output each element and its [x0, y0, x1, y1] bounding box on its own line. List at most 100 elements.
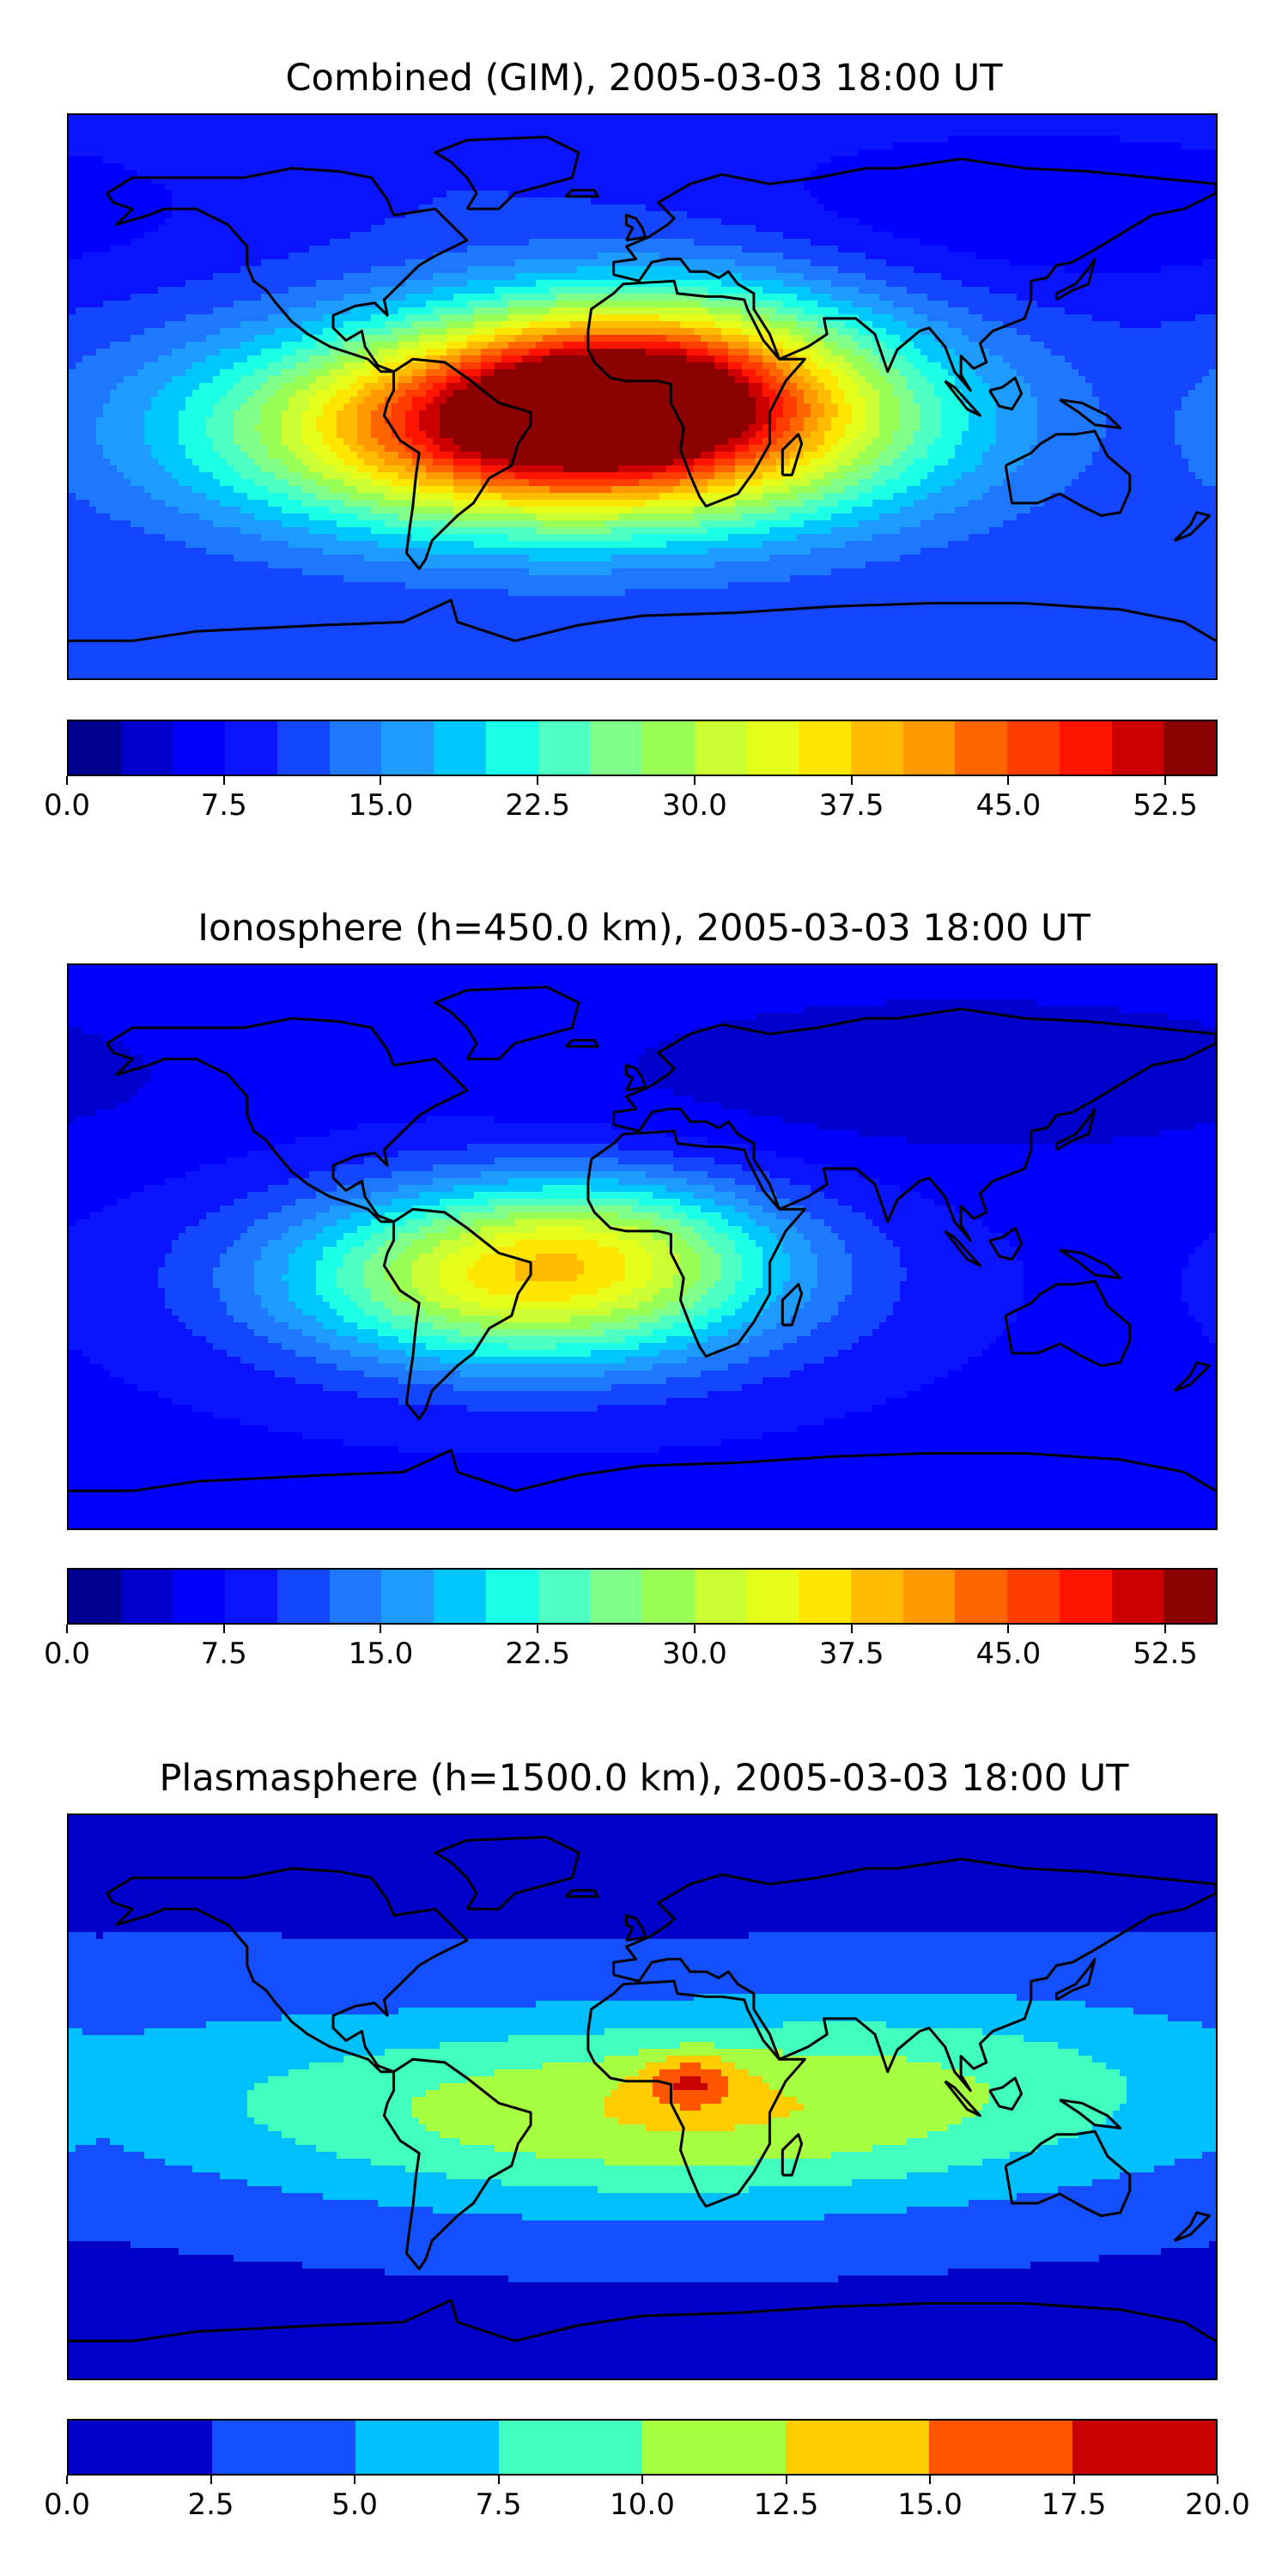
contour-fill	[69, 965, 1216, 1528]
coastline-madagascar	[781, 1283, 804, 1327]
map-svg	[69, 115, 1216, 678]
colorbar-tick	[537, 1625, 539, 1633]
coastline-africa	[586, 1129, 806, 1358]
coastline-antarctica	[69, 2299, 1216, 2342]
colorbar-tick-label: 30.0	[662, 1637, 727, 1671]
colorbar-segment	[499, 2421, 642, 2474]
panel-title-combined: Combined (GIM), 2005-03-03 18:00 UT	[0, 57, 1288, 100]
coastline-australia	[1004, 1279, 1132, 1367]
colorbar-tick	[641, 2476, 643, 2484]
colorbar-tick	[1217, 2476, 1218, 2484]
colorbar-segment	[225, 721, 277, 775]
colorbar-segment	[329, 1570, 382, 1623]
colorbar-segment	[276, 1570, 330, 1623]
colorbar-tick	[1007, 1625, 1010, 1633]
colorbar-segment	[538, 721, 591, 775]
colorbar-segment	[120, 1570, 173, 1623]
colorbar-tick	[1072, 2476, 1075, 2484]
colorbar-segment	[694, 1570, 747, 1623]
colorbar-segment	[1163, 721, 1217, 775]
map-svg	[69, 965, 1216, 1528]
colorbar-tick-label: 7.5	[201, 1637, 247, 1671]
colorbar-segment	[434, 1570, 486, 1623]
colorbar-tick	[693, 1625, 696, 1633]
coastline-madagascar	[781, 433, 804, 477]
colorbar-tick	[222, 1625, 225, 1633]
colorbar-segment	[381, 1570, 434, 1623]
coastline-new-guinea	[1059, 1249, 1122, 1279]
colorbar-segment	[955, 1570, 1008, 1623]
coastline-japan	[1054, 258, 1097, 301]
colorbar-tick-label: 22.5	[505, 1637, 570, 1671]
colorbar-segment	[929, 2421, 1072, 2474]
colorbar-segment	[746, 721, 799, 775]
colorbar-segment	[485, 1570, 538, 1623]
colorbar-tick-label: 10.0	[610, 2488, 675, 2522]
panel-title-ionosphere: Ionosphere (h=450.0 km), 2005-03-03 18:0…	[0, 907, 1288, 950]
colorbar-segment	[642, 721, 695, 775]
colorbar-segment	[1059, 721, 1112, 775]
colorbar-segment	[851, 1570, 903, 1623]
colorbar-tick-label: 15.0	[349, 788, 414, 823]
coastline-great-britain	[624, 1914, 647, 1942]
coastline-borneo	[988, 2076, 1024, 2111]
coastline-new-guinea	[1059, 2099, 1122, 2129]
coastline-borneo	[988, 1226, 1024, 1261]
coastline-iceland	[564, 1039, 599, 1048]
coastline-africa	[586, 1979, 806, 2208]
colorbar-tick	[66, 776, 68, 785]
coastline-sumatra	[944, 1230, 981, 1267]
coastline-iceland	[564, 1889, 599, 1899]
coastline-new-zealand	[1173, 1361, 1212, 1392]
colorbar-segment	[1007, 1570, 1060, 1623]
colorbar-segment	[902, 1570, 956, 1623]
colorbar-segment	[746, 1570, 799, 1623]
colorbar-plasmasphere	[67, 2419, 1218, 2476]
colorbar-tick	[66, 2476, 68, 2484]
coastline-great-britain	[624, 1064, 647, 1092]
colorbar-segment	[1111, 721, 1164, 775]
colorbar-tick-label: 12.5	[754, 2488, 819, 2522]
colorbar-segment	[434, 721, 486, 775]
colorbar-tick-label: 5.0	[331, 2488, 378, 2522]
colorbar-segment	[590, 721, 643, 775]
colorbar-tick	[1164, 776, 1167, 785]
colorbar-tick-label: 30.0	[662, 788, 727, 823]
coastline-greenland	[434, 136, 580, 210]
coastline-antarctica	[69, 1449, 1216, 1492]
colorbar-segment	[1163, 1570, 1217, 1623]
colorbar-tick-label: 0.0	[44, 2488, 90, 2522]
colorbar-tick-label: 45.0	[976, 1637, 1042, 1671]
colorbar-ionosphere	[67, 1568, 1218, 1625]
colorbar-segment	[276, 721, 330, 775]
colorbar-tick	[497, 2476, 500, 2484]
colorbar-tick	[850, 1625, 853, 1633]
coastline-new-zealand	[1173, 2211, 1212, 2242]
panel-title-plasmasphere: Plasmasphere (h=1500.0 km), 2005-03-03 1…	[0, 1757, 1288, 1800]
colorbar-tick-label: 22.5	[505, 788, 570, 823]
colorbar-segment	[69, 1570, 121, 1623]
colorbar-tick-label: 37.5	[819, 1637, 884, 1671]
coastline-new-zealand	[1173, 511, 1212, 542]
colorbar-segment	[590, 1570, 643, 1623]
colorbar-segment	[381, 721, 434, 775]
colorbar-segment	[1111, 1570, 1164, 1623]
coastline-australia	[1004, 2129, 1132, 2217]
colorbar-segment	[955, 721, 1008, 775]
colorbar-tick	[66, 1625, 68, 1633]
colorbar-tick	[380, 1625, 382, 1633]
colorbar-segment	[1072, 2421, 1216, 2474]
colorbar-segment	[851, 721, 903, 775]
colorbar-tick-label: 15.0	[897, 2488, 963, 2522]
colorbar-segment	[1007, 721, 1060, 775]
colorbar-segment	[799, 1570, 852, 1623]
colorbar-segment	[1059, 1570, 1112, 1623]
colorbar-tick-label: 37.5	[819, 788, 884, 823]
map-combined	[67, 113, 1218, 680]
colorbar-tick-label: 15.0	[349, 1637, 414, 1671]
colorbar-tick	[537, 776, 539, 785]
colorbar-segment	[642, 1570, 695, 1623]
colorbar-tick	[1164, 1625, 1167, 1633]
colorbar-tick	[850, 776, 853, 785]
colorbar-tick	[222, 776, 225, 785]
